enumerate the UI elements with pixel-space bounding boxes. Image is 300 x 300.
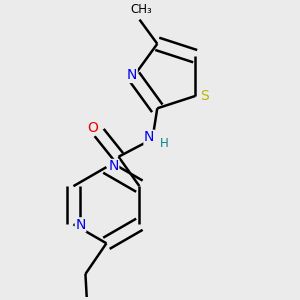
Text: H: H <box>160 137 169 150</box>
Text: N: N <box>144 130 154 144</box>
Text: S: S <box>200 89 208 103</box>
Text: O: O <box>87 121 98 135</box>
Text: CH₃: CH₃ <box>130 3 152 16</box>
Text: N: N <box>108 160 119 173</box>
Text: N: N <box>127 68 137 83</box>
Text: N: N <box>75 218 86 232</box>
